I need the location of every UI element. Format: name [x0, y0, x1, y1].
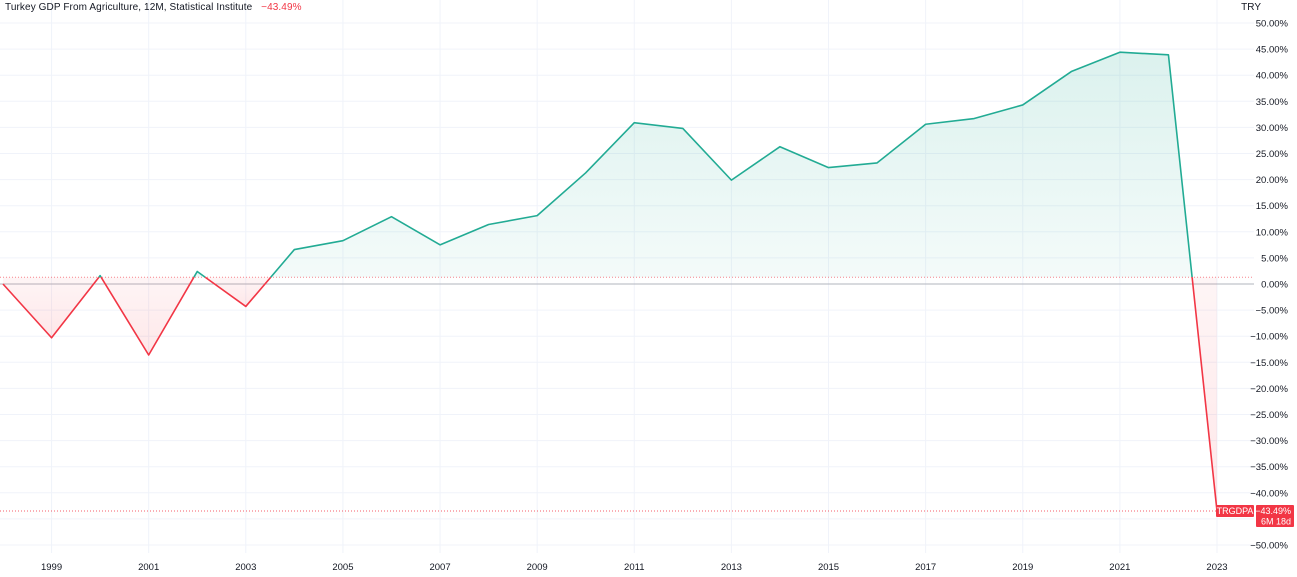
- series-line-negative: [1191, 277, 1218, 512]
- area-fill-negative: [205, 277, 271, 307]
- change-value: −43.49%: [261, 2, 302, 13]
- y-tick-label: −5.00%: [1256, 306, 1289, 317]
- area-fill-positive: [270, 52, 1193, 278]
- y-tick-label: 35.00%: [1256, 97, 1289, 108]
- y-tick-label: 50.00%: [1256, 19, 1289, 30]
- y-tick-label: −35.00%: [1250, 462, 1288, 473]
- y-tick-label: 25.00%: [1256, 149, 1289, 160]
- y-tick-label: 45.00%: [1256, 45, 1289, 56]
- y-tick-label: 5.00%: [1261, 253, 1288, 264]
- x-tick-label: 2021: [1109, 562, 1130, 573]
- y-tick-label: 0.00%: [1261, 280, 1288, 291]
- series-line-negative: [100, 276, 195, 356]
- x-axis: 1999 2001 2003 2005 2007 2009 2011 2013 2015 2017…: [41, 562, 1228, 573]
- area-fill-negative: [101, 277, 194, 355]
- y-tick-label: 15.00%: [1256, 201, 1289, 212]
- badge-value: −43.49%: [1255, 506, 1291, 516]
- y-tick-label: 20.00%: [1256, 175, 1289, 186]
- chart-title: Turkey GDP From Agriculture, 12M, Statis…: [5, 2, 253, 13]
- x-tick-label: 2023: [1206, 562, 1227, 573]
- y-tick-label: −40.00%: [1250, 488, 1288, 499]
- x-tick-label: 2019: [1012, 562, 1033, 573]
- y-tick-label: −30.00%: [1250, 436, 1288, 447]
- y-tick-label: −20.00%: [1250, 384, 1288, 395]
- currency-label: TRY: [1241, 2, 1261, 13]
- x-tick-label: 2017: [915, 562, 936, 573]
- series-line-negative: [2, 276, 100, 339]
- y-tick-label: −10.00%: [1250, 332, 1288, 343]
- symbol-badge: [1216, 505, 1254, 518]
- x-tick-label: 2015: [818, 562, 839, 573]
- x-tick-label: 2013: [721, 562, 742, 573]
- area-fill-negative: [3, 277, 99, 338]
- x-tick-label: 2011: [624, 562, 644, 573]
- series-line-positive: [98, 274, 102, 278]
- x-tick-label: 2005: [332, 562, 353, 573]
- series-line-positive: [270, 51, 1193, 278]
- y-tick-label: −15.00%: [1250, 358, 1288, 369]
- chart-header: Turkey GDP From Agriculture, 12M, Statis…: [5, 2, 302, 13]
- x-tick-label: 2009: [527, 562, 548, 573]
- x-tick-label: 2003: [235, 562, 256, 573]
- y-tick-label: −50.00%: [1250, 541, 1288, 552]
- y-tick-label: −25.00%: [1250, 410, 1288, 421]
- series-line-positive: [193, 270, 206, 278]
- x-tick-label: 1999: [41, 562, 62, 573]
- x-tick-label: 2001: [138, 562, 159, 573]
- x-tick-label: 2007: [429, 562, 450, 573]
- badge-symbol: TRGDPA: [1217, 506, 1254, 516]
- y-axis: 50.00% 45.00% 40.00% 35.00% 30.00% 25.00% 20.0…: [1250, 19, 1288, 552]
- y-tick-label: 30.00%: [1256, 123, 1289, 134]
- y-tick-label: 40.00%: [1256, 71, 1289, 82]
- series-line-negative: [204, 276, 272, 308]
- y-tick-label: 10.00%: [1256, 227, 1289, 238]
- badge-countdown: 6M 18d: [1261, 517, 1291, 527]
- value-badge: [1256, 505, 1294, 528]
